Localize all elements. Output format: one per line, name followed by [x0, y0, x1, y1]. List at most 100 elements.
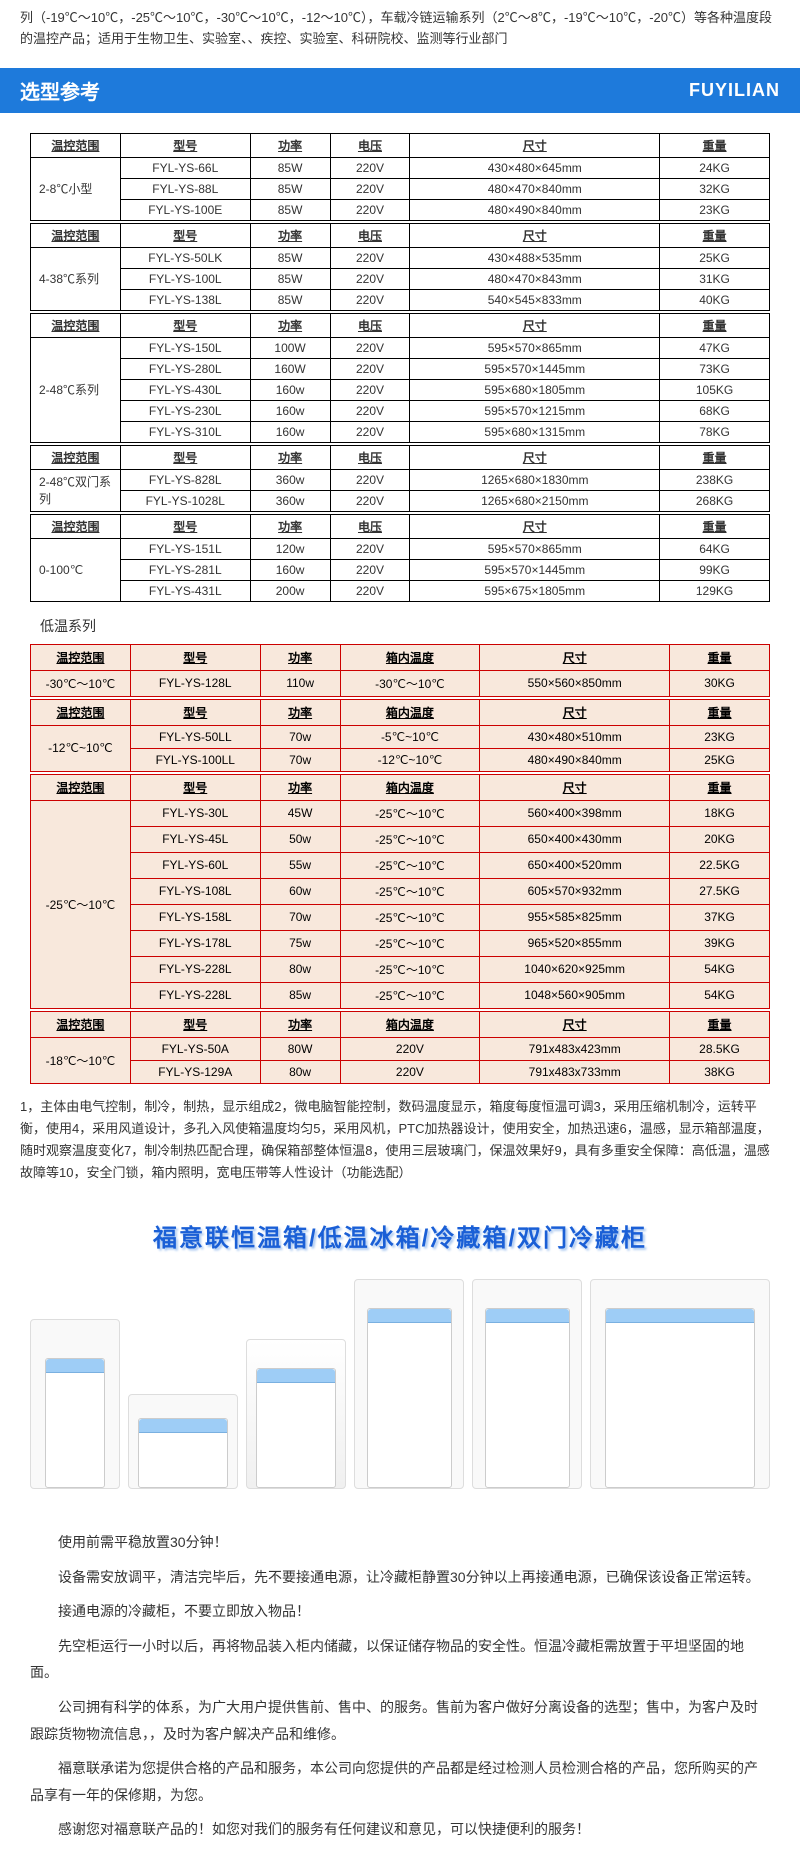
- product-image-5: [472, 1279, 582, 1489]
- table-row: FYL-YS-310L160w220V595×680×1315mm78KG: [31, 421, 770, 442]
- table-cell: FYL-YS-108L: [130, 878, 260, 904]
- table-cell: 110w: [260, 670, 340, 696]
- range-cell: 2-48℃系列: [31, 337, 121, 442]
- table-cell: FYL-YS-128L: [130, 670, 260, 696]
- table-cell: FYL-YS-158L: [130, 904, 260, 930]
- table-header-cell: 功率: [250, 445, 330, 469]
- product-image-4: [354, 1279, 464, 1489]
- spec-table: 温控范围型号功率电压尺寸重量4-38℃系列FYL-YS-50LK85W220V4…: [30, 223, 770, 311]
- table-cell: 85W: [250, 199, 330, 220]
- table-cell: 238KG: [660, 469, 770, 490]
- table-header-cell: 重量: [670, 699, 770, 725]
- table-cell: 39KG: [670, 930, 770, 956]
- table-cell: 220V: [330, 400, 410, 421]
- table-cell: -25℃～10℃: [340, 800, 480, 826]
- table-cell: 595×680×1805mm: [410, 379, 660, 400]
- low-temp-table: 温控范围型号功率箱内温度尺寸重量-30℃～10℃FYL-YS-128L110w-…: [30, 644, 770, 697]
- spec-tables-container: 温控范围型号功率电压尺寸重量2-8℃小型FYL-YS-66L85W220V430…: [0, 133, 800, 602]
- spec-table: 温控范围型号功率电压尺寸重量2-8℃小型FYL-YS-66L85W220V430…: [30, 133, 770, 221]
- table-header-cell: 温控范围: [31, 644, 131, 670]
- table-cell: 965×520×855mm: [480, 930, 670, 956]
- table-cell: 220V: [330, 469, 410, 490]
- table-cell: 28.5KG: [670, 1037, 770, 1060]
- table-cell: 129KG: [660, 580, 770, 601]
- range-cell: 0-100℃: [31, 538, 121, 601]
- intro-text: 列（-19℃～10℃，-25℃～10℃，-30℃～10℃，-12～10℃），车载…: [0, 0, 800, 58]
- product-images-row: [0, 1269, 800, 1519]
- table-header-cell: 重量: [670, 1011, 770, 1037]
- table-header-cell: 温控范围: [31, 514, 121, 538]
- table-cell: -25℃～10℃: [340, 982, 480, 1008]
- table-row: FYL-YS-158L70w-25℃～10℃955×585×825mm37KG: [31, 904, 770, 930]
- table-row: -12℃~10℃FYL-YS-50LL70w-5℃~10℃430×480×510…: [31, 725, 770, 748]
- table-cell: 430×480×510mm: [480, 725, 670, 748]
- table-header-cell: 温控范围: [31, 133, 121, 157]
- table-cell: FYL-YS-1028L: [120, 490, 250, 511]
- table-cell: -25℃～10℃: [340, 826, 480, 852]
- product-image-6: [590, 1279, 770, 1489]
- range-cell: -25℃～10℃: [31, 800, 131, 1008]
- table-cell: 220V: [330, 358, 410, 379]
- table-cell: 595×570×1215mm: [410, 400, 660, 421]
- table-cell: 160w: [250, 559, 330, 580]
- table-cell: FYL-YS-88L: [120, 178, 250, 199]
- table-header-cell: 重量: [660, 445, 770, 469]
- table-cell: FYL-YS-178L: [130, 930, 260, 956]
- table-cell: -25℃～10℃: [340, 930, 480, 956]
- range-cell: -30℃～10℃: [31, 670, 131, 696]
- table-cell: FYL-YS-150L: [120, 337, 250, 358]
- table-row: -25℃～10℃FYL-YS-30L45W-25℃～10℃560×400×398…: [31, 800, 770, 826]
- table-header-cell: 电压: [330, 514, 410, 538]
- table-header-cell: 重量: [670, 644, 770, 670]
- table-cell: 27.5KG: [670, 878, 770, 904]
- usage-paragraph: 使用前需平稳放置30分钟！: [30, 1529, 770, 1556]
- table-cell: 60w: [260, 878, 340, 904]
- table-cell: 430×480×645mm: [410, 157, 660, 178]
- usage-instructions: 使用前需平稳放置30分钟！设备需安放调平，清洁完毕后，先不要接通电源，让冷藏柜静…: [0, 1519, 800, 1861]
- table-cell: 85W: [250, 268, 330, 289]
- table-row: FYL-YS-230L160w220V595×570×1215mm68KG: [31, 400, 770, 421]
- table-cell: -25℃～10℃: [340, 852, 480, 878]
- table-header-cell: 型号: [120, 313, 250, 337]
- table-cell: 160w: [250, 400, 330, 421]
- table-header-cell: 尺寸: [410, 313, 660, 337]
- table-cell: 85w: [260, 982, 340, 1008]
- table-cell: 595×570×1445mm: [410, 358, 660, 379]
- table-header-cell: 温控范围: [31, 445, 121, 469]
- table-cell: 105KG: [660, 379, 770, 400]
- table-header-cell: 尺寸: [480, 699, 670, 725]
- table-cell: FYL-YS-129A: [130, 1060, 260, 1083]
- table-cell: 160w: [250, 379, 330, 400]
- table-cell: 550×560×850mm: [480, 670, 670, 696]
- table-row: -30℃～10℃FYL-YS-128L110w-30℃～10℃550×560×8…: [31, 670, 770, 696]
- table-row: 0-100℃FYL-YS-151L120w220V595×570×865mm64…: [31, 538, 770, 559]
- table-row: 2-8℃小型FYL-YS-66L85W220V430×480×645mm24KG: [31, 157, 770, 178]
- table-cell: 220V: [330, 157, 410, 178]
- table-cell: 480×490×840mm: [480, 748, 670, 771]
- table-cell: 220V: [330, 247, 410, 268]
- table-header-cell: 尺寸: [410, 133, 660, 157]
- table-cell: 31KG: [660, 268, 770, 289]
- table-cell: 1048×560×905mm: [480, 982, 670, 1008]
- table-cell: FYL-YS-151L: [120, 538, 250, 559]
- table-cell: 220V: [330, 559, 410, 580]
- table-row: FYL-YS-1028L360w220V1265×680×2150mm268KG: [31, 490, 770, 511]
- range-cell: -12℃~10℃: [31, 725, 131, 771]
- table-cell: 54KG: [670, 982, 770, 1008]
- banner-title: 选型参考: [20, 76, 100, 105]
- table-header-cell: 重量: [670, 774, 770, 800]
- table-header-cell: 尺寸: [480, 774, 670, 800]
- table-header-cell: 型号: [120, 445, 250, 469]
- table-cell: 20KG: [670, 826, 770, 852]
- table-cell: 791x483x733mm: [480, 1060, 670, 1083]
- range-cell: 4-38℃系列: [31, 247, 121, 310]
- table-cell: 595×680×1315mm: [410, 421, 660, 442]
- table-cell: FYL-YS-310L: [120, 421, 250, 442]
- table-cell: 955×585×825mm: [480, 904, 670, 930]
- table-cell: FYL-YS-228L: [130, 982, 260, 1008]
- table-cell: 22.5KG: [670, 852, 770, 878]
- table-header-cell: 温控范围: [31, 223, 121, 247]
- table-row: FYL-YS-138L85W220V540×545×833mm40KG: [31, 289, 770, 310]
- table-cell: 220V: [330, 289, 410, 310]
- table-cell: 220V: [330, 268, 410, 289]
